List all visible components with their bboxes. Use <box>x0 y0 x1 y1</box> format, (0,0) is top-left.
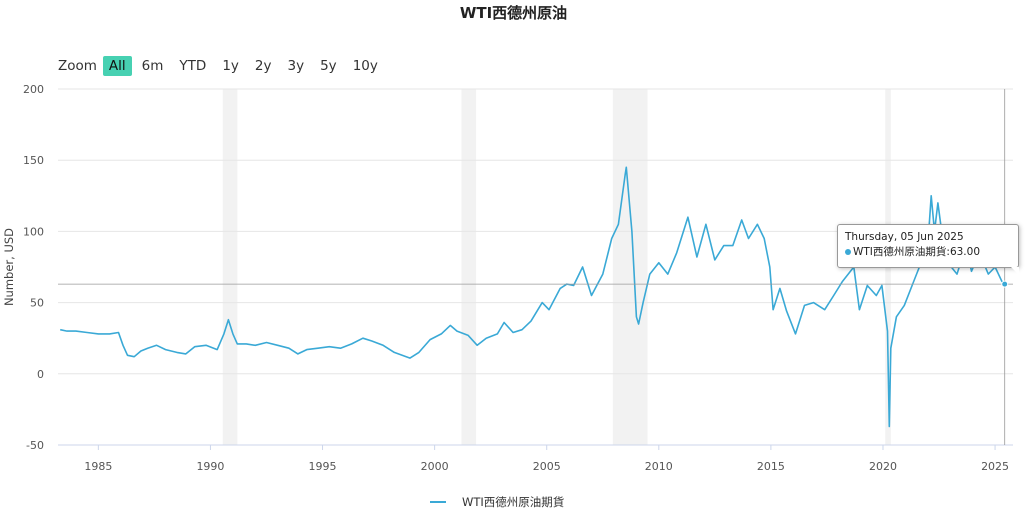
shaded-periods <box>222 89 891 445</box>
x-tick-label: 2000 <box>421 460 449 473</box>
legend-item[interactable]: WTI西德州原油期貨 <box>430 494 564 510</box>
y-tick-label: -50 <box>26 439 44 452</box>
zoom-all-button[interactable]: All <box>102 56 132 76</box>
zoom-ytd-button[interactable]: YTD <box>179 58 207 74</box>
zoom-3y-button[interactable]: 3y <box>287 58 305 74</box>
series-dot-icon <box>845 249 851 255</box>
zoom-6m-button[interactable]: 6m <box>141 58 164 74</box>
y-tick-label: 0 <box>37 368 44 381</box>
y-tick-label: 200 <box>23 83 44 96</box>
tooltip-date: Thursday, 05 Jun 2025 <box>845 231 964 243</box>
crosshair-point <box>1001 280 1009 288</box>
x-tick-label: 2005 <box>533 460 561 473</box>
x-tick-label: 2025 <box>981 460 1009 473</box>
y-tick-label: 150 <box>23 154 44 167</box>
y-axis-ticks: -50 0 50 100 150 200 <box>23 83 44 452</box>
tooltip: Thursday, 05 Jun 2025 WTI西德州原油期貨:63.00 <box>837 224 1019 275</box>
tooltip-value: 63.00 <box>949 246 980 258</box>
x-tick-label: 1985 <box>84 460 112 473</box>
zoom-label: Zoom <box>58 58 97 74</box>
gridlines <box>58 88 1013 375</box>
shaded-period-1 <box>461 89 477 445</box>
legend-label[interactable]: WTI西德州原油期貨 <box>462 495 565 509</box>
y-tick-label: 100 <box>23 225 44 238</box>
tooltip-series-label: WTI西德州原油期貨: <box>853 246 950 258</box>
x-tick-label: 1990 <box>196 460 224 473</box>
y-tick-label: 50 <box>30 297 44 310</box>
zoom-10y-button[interactable]: 10y <box>352 58 378 74</box>
zoom-5y-button[interactable]: 5y <box>320 58 337 74</box>
x-tick-label: 2015 <box>757 460 785 473</box>
series-line-wti[interactable] <box>60 166 1006 428</box>
zoom-bar: Zoom All 6m YTD 1y 2y 3y 5y 10y <box>58 55 388 77</box>
x-tick-label: 2010 <box>645 460 673 473</box>
y-axis-label: Number, USD <box>2 228 16 306</box>
chart-title: WTI西德州原油 <box>459 4 568 22</box>
shaded-period-0 <box>222 89 238 445</box>
shaded-period-2 <box>612 89 648 445</box>
x-tick-label: 1995 <box>309 460 337 473</box>
tooltip-row: WTI西德州原油期貨:63.00 <box>845 245 1011 260</box>
legend-line-icon <box>430 501 446 503</box>
zoom-1y-button[interactable]: 1y <box>222 58 239 74</box>
zoom-2y-button[interactable]: 2y <box>254 58 272 74</box>
x-axis-ticks: 1985 1990 1995 2000 2005 2010 2015 2020 2025 <box>84 445 1009 473</box>
x-tick-label: 2020 <box>869 460 897 473</box>
tooltip-arrow-icon <box>1011 267 1019 275</box>
